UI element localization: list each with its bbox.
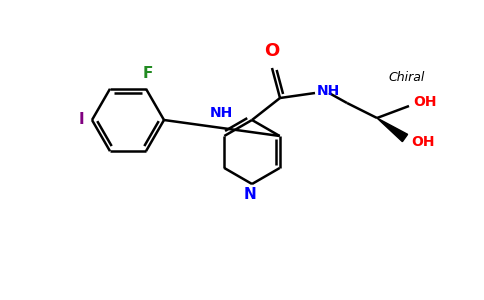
Polygon shape bbox=[377, 118, 408, 142]
Text: NH: NH bbox=[317, 84, 340, 98]
Text: NH: NH bbox=[210, 106, 233, 120]
Text: O: O bbox=[264, 42, 280, 60]
Text: OH: OH bbox=[413, 95, 437, 109]
Text: N: N bbox=[243, 187, 257, 202]
Text: F: F bbox=[143, 66, 153, 81]
Text: Chiral: Chiral bbox=[389, 71, 425, 84]
Text: I: I bbox=[78, 112, 84, 128]
Text: OH: OH bbox=[411, 135, 435, 149]
